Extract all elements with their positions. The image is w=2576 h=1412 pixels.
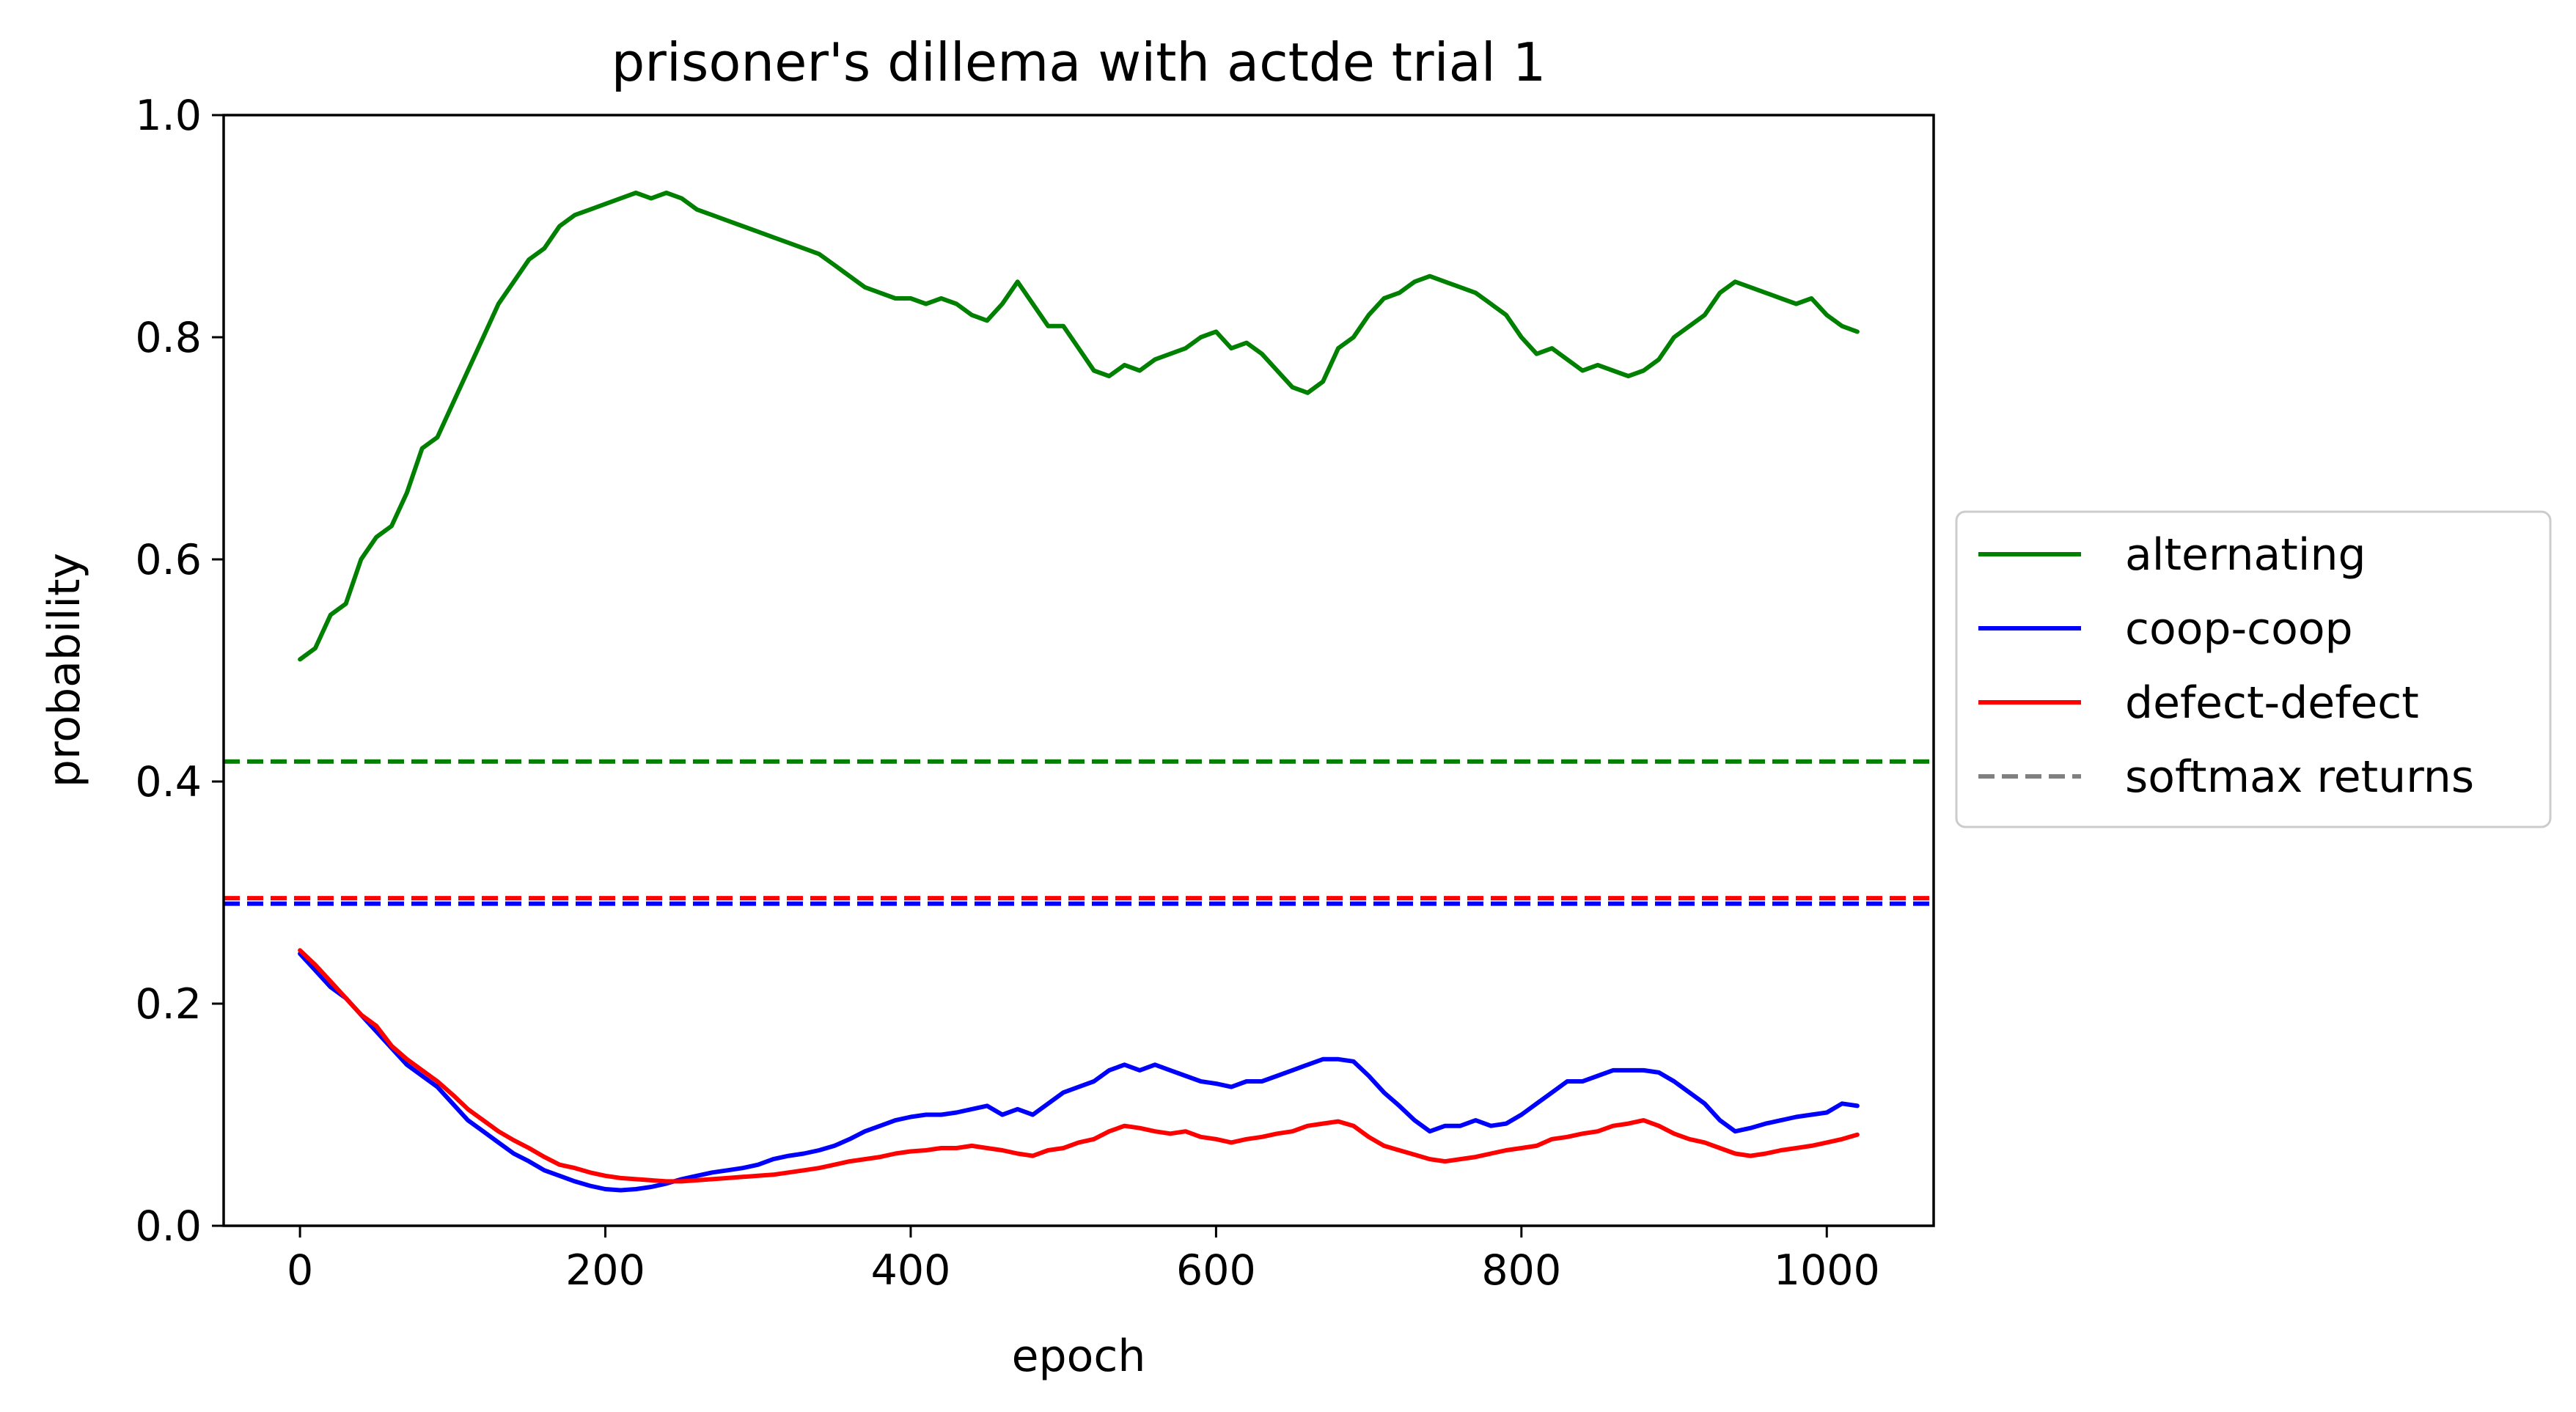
series-lines [298,191,1860,1193]
x-axis: 0 200 400 600 800 1000 [287,1226,1880,1295]
x-tick-label: 200 [565,1246,645,1295]
reference-lines [224,759,1934,906]
plot-area-frame [222,114,1935,1227]
y-axis-label: probability [39,553,90,787]
legend: alternating coop-coop defect-defect softmax… [1955,510,2552,828]
y-tick-label: 0.6 [135,536,202,584]
x-tick-label: 400 [871,1246,951,1295]
x-tick-label: 1000 [1774,1246,1880,1295]
legend-items: alternating coop-coop defect-defect softmax… [1978,529,2474,803]
series-line-defect-defect [298,948,1860,1184]
y-tick-label: 0.2 [135,980,202,1029]
x-tick-label: 0 [287,1246,313,1295]
y-tick-label: 0.4 [135,758,202,806]
legend-box [1955,510,2552,828]
series-line-alternating [298,191,1860,662]
x-tick-label: 600 [1176,1246,1256,1295]
legend-label: defect-defect [2125,677,2419,729]
y-axis: 0.0 0.2 0.4 0.6 0.8 1.0 [135,92,224,1251]
legend-label: softmax returns [2125,751,2474,803]
chart-title: prisoner's dillema with actde trial 1 [612,32,1546,93]
x-tick-label: 800 [1481,1246,1561,1295]
legend-label: coop-coop [2125,603,2353,655]
y-tick-label: 0.0 [135,1202,202,1251]
legend-label: alternating [2125,529,2366,581]
y-tick-label: 0.8 [135,314,202,362]
x-axis-label: epoch [1012,1331,1146,1382]
y-tick-label: 1.0 [135,92,202,140]
series-line-coop-coop [298,951,1860,1193]
